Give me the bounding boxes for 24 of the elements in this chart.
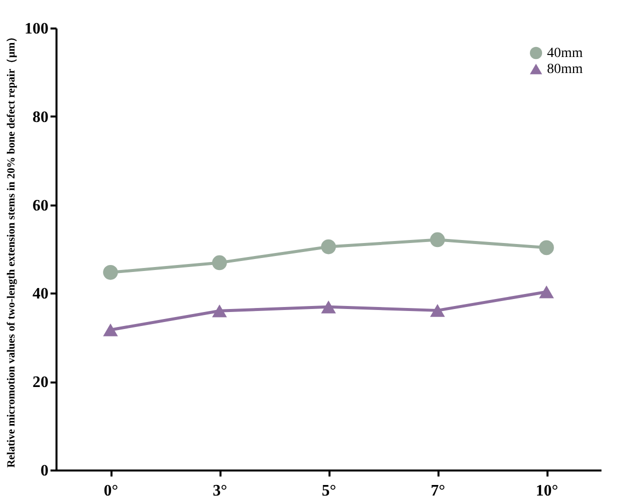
x-tick-label: 3° xyxy=(212,482,228,496)
y-tick-label: 20 xyxy=(32,374,48,392)
point xyxy=(539,285,554,298)
y-tick-label: 80 xyxy=(32,108,48,126)
x-tick-label: 10° xyxy=(536,482,558,496)
point xyxy=(430,304,445,317)
point xyxy=(321,239,336,254)
legend-label: 80mm xyxy=(547,62,583,77)
x-tick-label: 0° xyxy=(104,482,118,496)
point xyxy=(103,265,118,280)
x-tick-label: 5° xyxy=(322,482,336,496)
point xyxy=(539,240,554,256)
point xyxy=(212,304,227,318)
y-tick-label: 0 xyxy=(40,462,48,480)
y-tick-label: 60 xyxy=(32,197,48,214)
legend-label: 40mm xyxy=(547,46,583,61)
y-tick-label: 40 xyxy=(32,286,48,303)
point xyxy=(212,255,227,270)
y-tick-label: 100 xyxy=(24,20,48,38)
point xyxy=(103,323,118,336)
point xyxy=(321,300,336,314)
point xyxy=(430,232,445,248)
x-tick-label: 7° xyxy=(430,482,446,496)
y-axis-title: Relative micromotion values of two-length extension stems in 20% bone defect repair（μm） xyxy=(6,31,18,468)
